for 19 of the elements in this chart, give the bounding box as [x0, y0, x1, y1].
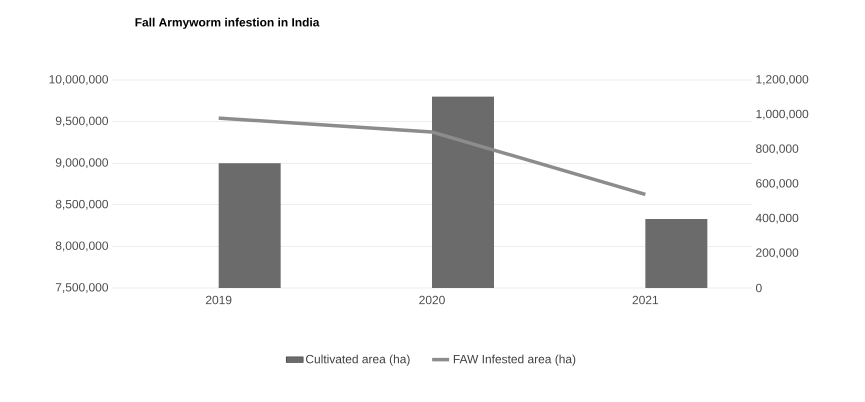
legend-label: FAW Infested area (ha) [454, 354, 576, 366]
legend-label: Cultivated area (ha) [306, 354, 410, 366]
chart-title: Fall Armyworm infestion in India [136, 18, 320, 29]
y-tick-label: 10,000,000 [50, 75, 108, 85]
y2-tick-label: 600,000 [756, 179, 798, 189]
y2-tick-label: 0 [756, 284, 762, 292]
x-tick-label: 2019 [206, 296, 232, 304]
y2-tick-label: 1,200,000 [756, 75, 808, 85]
y2-tick-label: 800,000 [756, 144, 798, 154]
x-tick-label: 2020 [419, 296, 445, 304]
y-tick-label: 8,000,000 [56, 241, 108, 252]
y-tick-label: 8,500,000 [56, 200, 108, 210]
y-tick-label: 7,500,000 [56, 283, 108, 293]
y2-tick-label: 200,000 [756, 248, 798, 258]
x-tick-label: 2021 [632, 296, 658, 304]
y2-tick-label: 1,000,000 [756, 110, 808, 120]
y-tick-label: 9,000,000 [56, 158, 108, 168]
y2-tick-label: 400,000 [756, 214, 798, 224]
y-tick-label: 9,500,000 [56, 116, 108, 127]
